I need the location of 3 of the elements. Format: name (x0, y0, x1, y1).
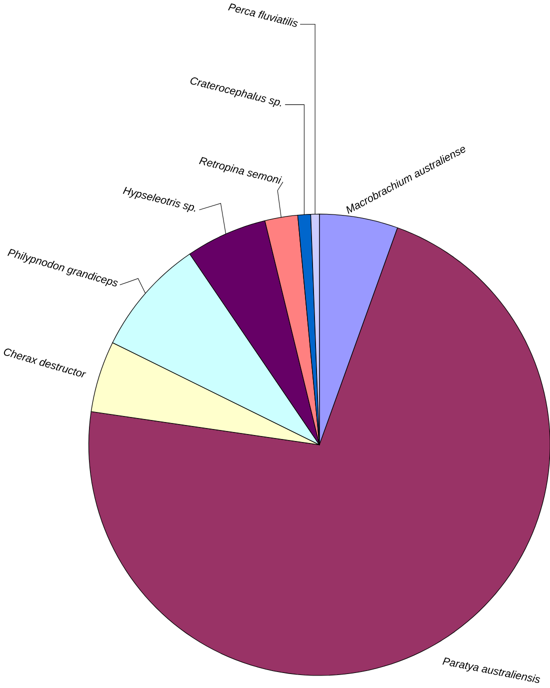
slice-label: Retropina semoni (198, 157, 282, 184)
slice-label: Paratya australiensis (442, 657, 540, 683)
slice-label: Perca fluviatilis (228, 3, 298, 27)
